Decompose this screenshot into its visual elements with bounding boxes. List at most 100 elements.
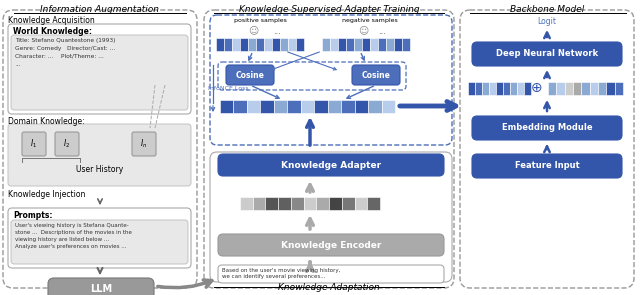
- FancyBboxPatch shape: [472, 116, 622, 140]
- Bar: [287, 100, 301, 113]
- Bar: [355, 197, 367, 210]
- FancyBboxPatch shape: [55, 132, 79, 156]
- FancyBboxPatch shape: [218, 154, 444, 176]
- Bar: [354, 38, 362, 51]
- Bar: [220, 100, 234, 113]
- Bar: [274, 100, 287, 113]
- Text: negative samples: negative samples: [342, 18, 398, 23]
- FancyBboxPatch shape: [8, 124, 191, 186]
- Bar: [256, 38, 264, 51]
- Text: Cosine: Cosine: [362, 71, 390, 79]
- Bar: [342, 197, 355, 210]
- Bar: [338, 38, 346, 51]
- Text: viewing history are listed below ...: viewing history are listed below ...: [15, 237, 109, 242]
- Bar: [234, 100, 247, 113]
- Text: Prompts:: Prompts:: [13, 211, 52, 220]
- Text: Knowledge Adaptation: Knowledge Adaptation: [278, 283, 380, 292]
- Text: User's viewing history is Stefana Quante-: User's viewing history is Stefana Quante…: [15, 223, 129, 228]
- FancyBboxPatch shape: [11, 220, 188, 264]
- Bar: [496, 82, 503, 95]
- Text: Logit: Logit: [538, 17, 557, 26]
- Bar: [296, 38, 304, 51]
- Text: Based on the user's movie viewing history,: Based on the user's movie viewing histor…: [222, 268, 340, 273]
- Text: ...: ...: [273, 27, 281, 36]
- Bar: [524, 82, 531, 95]
- FancyBboxPatch shape: [472, 42, 622, 66]
- FancyBboxPatch shape: [22, 132, 46, 156]
- Bar: [370, 38, 378, 51]
- Text: Knowledge Encoder: Knowledge Encoder: [281, 240, 381, 250]
- Text: Genre: Comedy   Director/Cast: ...: Genre: Comedy Director/Cast: ...: [15, 46, 115, 51]
- Bar: [564, 82, 573, 95]
- Text: Deep Neural Network: Deep Neural Network: [496, 50, 598, 58]
- FancyBboxPatch shape: [460, 10, 634, 288]
- Bar: [240, 197, 253, 210]
- Text: ...: ...: [378, 27, 386, 36]
- Bar: [328, 100, 341, 113]
- Text: $I_1$: $I_1$: [31, 138, 38, 150]
- Bar: [260, 100, 274, 113]
- FancyBboxPatch shape: [11, 35, 188, 110]
- FancyBboxPatch shape: [210, 152, 452, 282]
- Bar: [240, 38, 248, 51]
- Bar: [303, 197, 316, 210]
- Bar: [503, 82, 510, 95]
- Text: we can identify several preferences...: we can identify several preferences...: [222, 274, 326, 279]
- Text: Information Augmentation: Information Augmentation: [40, 5, 159, 14]
- FancyBboxPatch shape: [48, 278, 154, 295]
- Text: Cosine: Cosine: [236, 71, 264, 79]
- Bar: [556, 82, 564, 95]
- Text: ☺: ☺: [358, 25, 368, 35]
- FancyBboxPatch shape: [472, 154, 622, 178]
- FancyBboxPatch shape: [8, 24, 191, 114]
- Bar: [216, 38, 224, 51]
- Text: stone ...  Descriptions of the movies in the: stone ... Descriptions of the movies in …: [15, 230, 132, 235]
- Bar: [278, 197, 291, 210]
- Bar: [355, 100, 368, 113]
- FancyBboxPatch shape: [218, 265, 444, 283]
- Text: Character: ...    Plot/Theme: ...: Character: ... Plot/Theme: ...: [15, 54, 104, 59]
- Bar: [330, 38, 338, 51]
- Bar: [316, 197, 329, 210]
- Bar: [589, 82, 598, 95]
- Text: InfoNCE Loss: InfoNCE Loss: [208, 86, 248, 91]
- Bar: [362, 38, 370, 51]
- Text: User History: User History: [76, 165, 124, 174]
- Bar: [247, 100, 260, 113]
- Bar: [517, 82, 524, 95]
- FancyBboxPatch shape: [218, 234, 444, 256]
- Text: LLM: LLM: [90, 284, 112, 294]
- Bar: [598, 82, 606, 95]
- Bar: [301, 100, 314, 113]
- Bar: [232, 38, 240, 51]
- Text: Backbone Model: Backbone Model: [510, 5, 584, 14]
- Bar: [378, 38, 386, 51]
- Bar: [266, 197, 278, 210]
- Bar: [367, 197, 380, 210]
- Text: Domain Knowledge:: Domain Knowledge:: [8, 117, 84, 126]
- Bar: [573, 82, 581, 95]
- FancyBboxPatch shape: [210, 15, 452, 145]
- Bar: [381, 100, 395, 113]
- Text: ⊕: ⊕: [531, 81, 543, 95]
- Bar: [394, 38, 402, 51]
- Bar: [322, 38, 330, 51]
- FancyBboxPatch shape: [204, 10, 454, 288]
- Bar: [510, 82, 517, 95]
- FancyBboxPatch shape: [3, 10, 197, 288]
- Bar: [280, 38, 288, 51]
- Text: ☺: ☺: [248, 25, 258, 35]
- Bar: [264, 38, 272, 51]
- Bar: [314, 100, 328, 113]
- FancyBboxPatch shape: [132, 132, 156, 156]
- Bar: [581, 82, 589, 95]
- Text: Knowledge Adapter: Knowledge Adapter: [281, 160, 381, 170]
- FancyBboxPatch shape: [226, 65, 274, 85]
- Bar: [272, 38, 280, 51]
- Text: Knowledge Injection: Knowledge Injection: [8, 190, 85, 199]
- Text: Knowledge Acquisition: Knowledge Acquisition: [8, 16, 95, 25]
- Bar: [291, 197, 303, 210]
- Text: Embedding Module: Embedding Module: [502, 124, 592, 132]
- Text: positive samples: positive samples: [234, 18, 287, 23]
- Bar: [341, 100, 355, 113]
